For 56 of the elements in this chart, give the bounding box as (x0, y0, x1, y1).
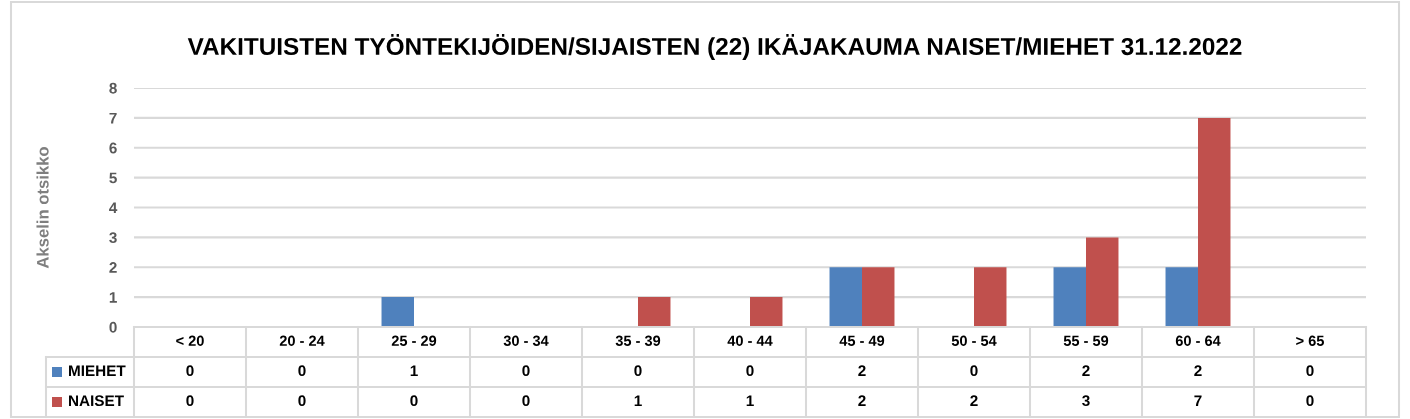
bar (974, 267, 1007, 327)
data-label: 0 (746, 365, 754, 377)
bar (862, 267, 895, 327)
y-tick-label: 3 (109, 232, 117, 244)
x-tick-label: 35 - 39 (615, 335, 661, 346)
y-tick-label: 8 (109, 82, 117, 94)
y-axis-title: Akselin otsikko (36, 147, 49, 269)
bar (829, 267, 862, 327)
x-tick-label: 20 - 24 (279, 335, 325, 346)
y-tick-label: 4 (109, 202, 118, 214)
data-label: 0 (522, 365, 530, 377)
data-label: 2 (858, 365, 866, 376)
x-tick-label: 60 - 64 (1175, 335, 1221, 346)
x-tick-label: > 65 (1296, 335, 1324, 346)
bar (1086, 237, 1119, 327)
data-label: 0 (1306, 365, 1314, 377)
data-label: 7 (1194, 395, 1202, 406)
bar (1165, 267, 1198, 327)
bar (1053, 267, 1086, 327)
data-label: 0 (298, 365, 306, 377)
x-tick-label: 30 - 34 (503, 335, 549, 346)
y-tick-label: 0 (109, 321, 117, 333)
data-label: 1 (410, 365, 418, 376)
bar (381, 297, 414, 327)
y-tick-label: 2 (109, 262, 117, 273)
bar (750, 297, 783, 327)
data-label: 2 (1082, 365, 1090, 376)
data-label: 2 (858, 395, 866, 406)
data-label: 0 (298, 395, 306, 407)
x-tick-label: 45 - 49 (839, 335, 885, 346)
data-label: 2 (970, 395, 978, 406)
bar (638, 297, 671, 327)
x-tick-label: 50 - 54 (951, 335, 997, 346)
data-label: 0 (186, 365, 194, 377)
legend-label: NAISET (69, 395, 124, 407)
x-tick-label: 40 - 44 (727, 335, 773, 346)
chart-title: VAKITUISTEN TYÖNTEKIJÖIDEN/SIJAISTEN (22) IKÄJAKAUMA NAISET/MIEHET 31.12.2022 (187, 34, 1242, 60)
y-tick-label: 5 (109, 172, 117, 184)
data-label: 1 (746, 395, 754, 406)
data-label: 0 (970, 365, 978, 377)
data-label: 0 (410, 395, 418, 407)
y-tick-label: 1 (109, 292, 117, 303)
x-tick-label: < 20 (176, 335, 204, 346)
x-tick-label: 55 - 59 (1063, 335, 1109, 346)
y-tick-label: 6 (109, 142, 117, 154)
data-label: 3 (1082, 395, 1090, 407)
data-label: 0 (1306, 395, 1314, 407)
data-label: 1 (634, 395, 642, 406)
y-tick-label: 7 (109, 112, 117, 124)
data-label: 0 (522, 395, 530, 407)
data-label: 0 (634, 365, 642, 377)
data-label: 0 (186, 395, 194, 407)
x-tick-label: 25 - 29 (391, 335, 437, 346)
bar (1198, 117, 1231, 327)
legend-label: MIEHET (69, 365, 126, 376)
data-label: 2 (1194, 365, 1202, 376)
